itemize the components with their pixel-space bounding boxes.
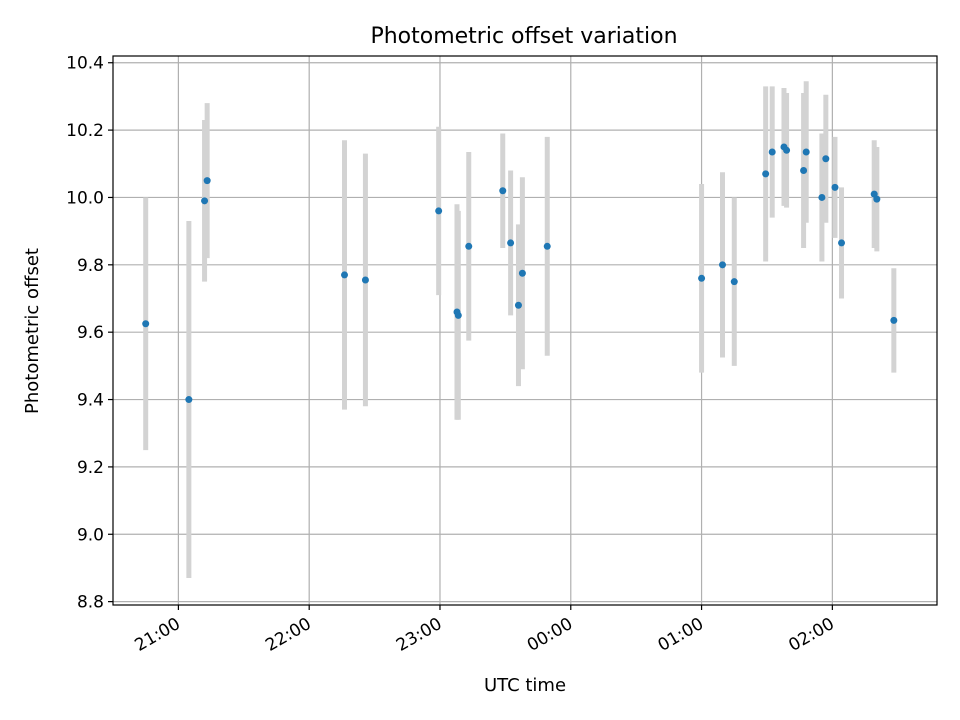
plot-frame [112, 55, 938, 606]
data-point [499, 187, 507, 195]
y-axis-ticks: 8.8 9.0 9.2 9.4 9.6 9.8 10.0 10.2 10.4 [66, 54, 113, 613]
x-tick-label: 21:00 [131, 614, 183, 656]
data-point [507, 239, 515, 247]
data-point [341, 271, 349, 279]
x-tick-label: 01:00 [655, 614, 707, 656]
x-tick-label: 02:00 [785, 614, 837, 656]
y-tick-label: 9.8 [77, 256, 104, 276]
data-point [185, 396, 193, 404]
data-point [454, 311, 462, 319]
x-tick-label: 22:00 [262, 614, 314, 656]
data-point [831, 183, 839, 191]
y-tick-label: 10.0 [66, 188, 104, 208]
grid-lines [113, 56, 937, 605]
data-points [142, 143, 898, 404]
data-point [435, 207, 443, 215]
data-point [822, 155, 830, 163]
data-point [514, 301, 522, 309]
y-tick-label: 10.2 [66, 121, 104, 141]
data-point [762, 170, 770, 178]
y-tick-label: 9.0 [77, 525, 104, 545]
data-point [802, 148, 810, 156]
data-point [698, 274, 706, 282]
chart-title: Photometric offset variation [370, 24, 677, 49]
y-tick-label: 8.8 [77, 593, 104, 613]
data-point [730, 278, 738, 286]
x-tick-label: 00:00 [524, 614, 576, 656]
data-point [783, 146, 791, 154]
data-point [768, 148, 776, 156]
error-bars [143, 81, 897, 579]
y-tick-label: 9.4 [77, 391, 104, 411]
data-point [201, 197, 209, 205]
data-point [543, 242, 551, 250]
data-point [873, 195, 881, 203]
data-point [361, 276, 369, 284]
y-tick-label: 9.6 [77, 323, 104, 343]
y-tick-label: 10.4 [66, 54, 104, 74]
data-point [718, 261, 726, 269]
data-point [818, 193, 826, 201]
x-axis-ticks: 21:00 22:00 23:00 00:00 01:00 02:00 [131, 605, 838, 656]
data-point [890, 316, 898, 324]
x-tick-label: 23:00 [393, 614, 445, 656]
y-axis-label: Photometric offset [22, 248, 43, 414]
data-point [142, 320, 150, 328]
x-axis-label: UTC time [484, 675, 566, 696]
data-point [838, 239, 846, 247]
data-point [800, 167, 808, 175]
data-point [203, 177, 211, 185]
data-point [518, 269, 526, 277]
y-tick-label: 9.2 [77, 458, 104, 478]
data-point [465, 242, 473, 250]
